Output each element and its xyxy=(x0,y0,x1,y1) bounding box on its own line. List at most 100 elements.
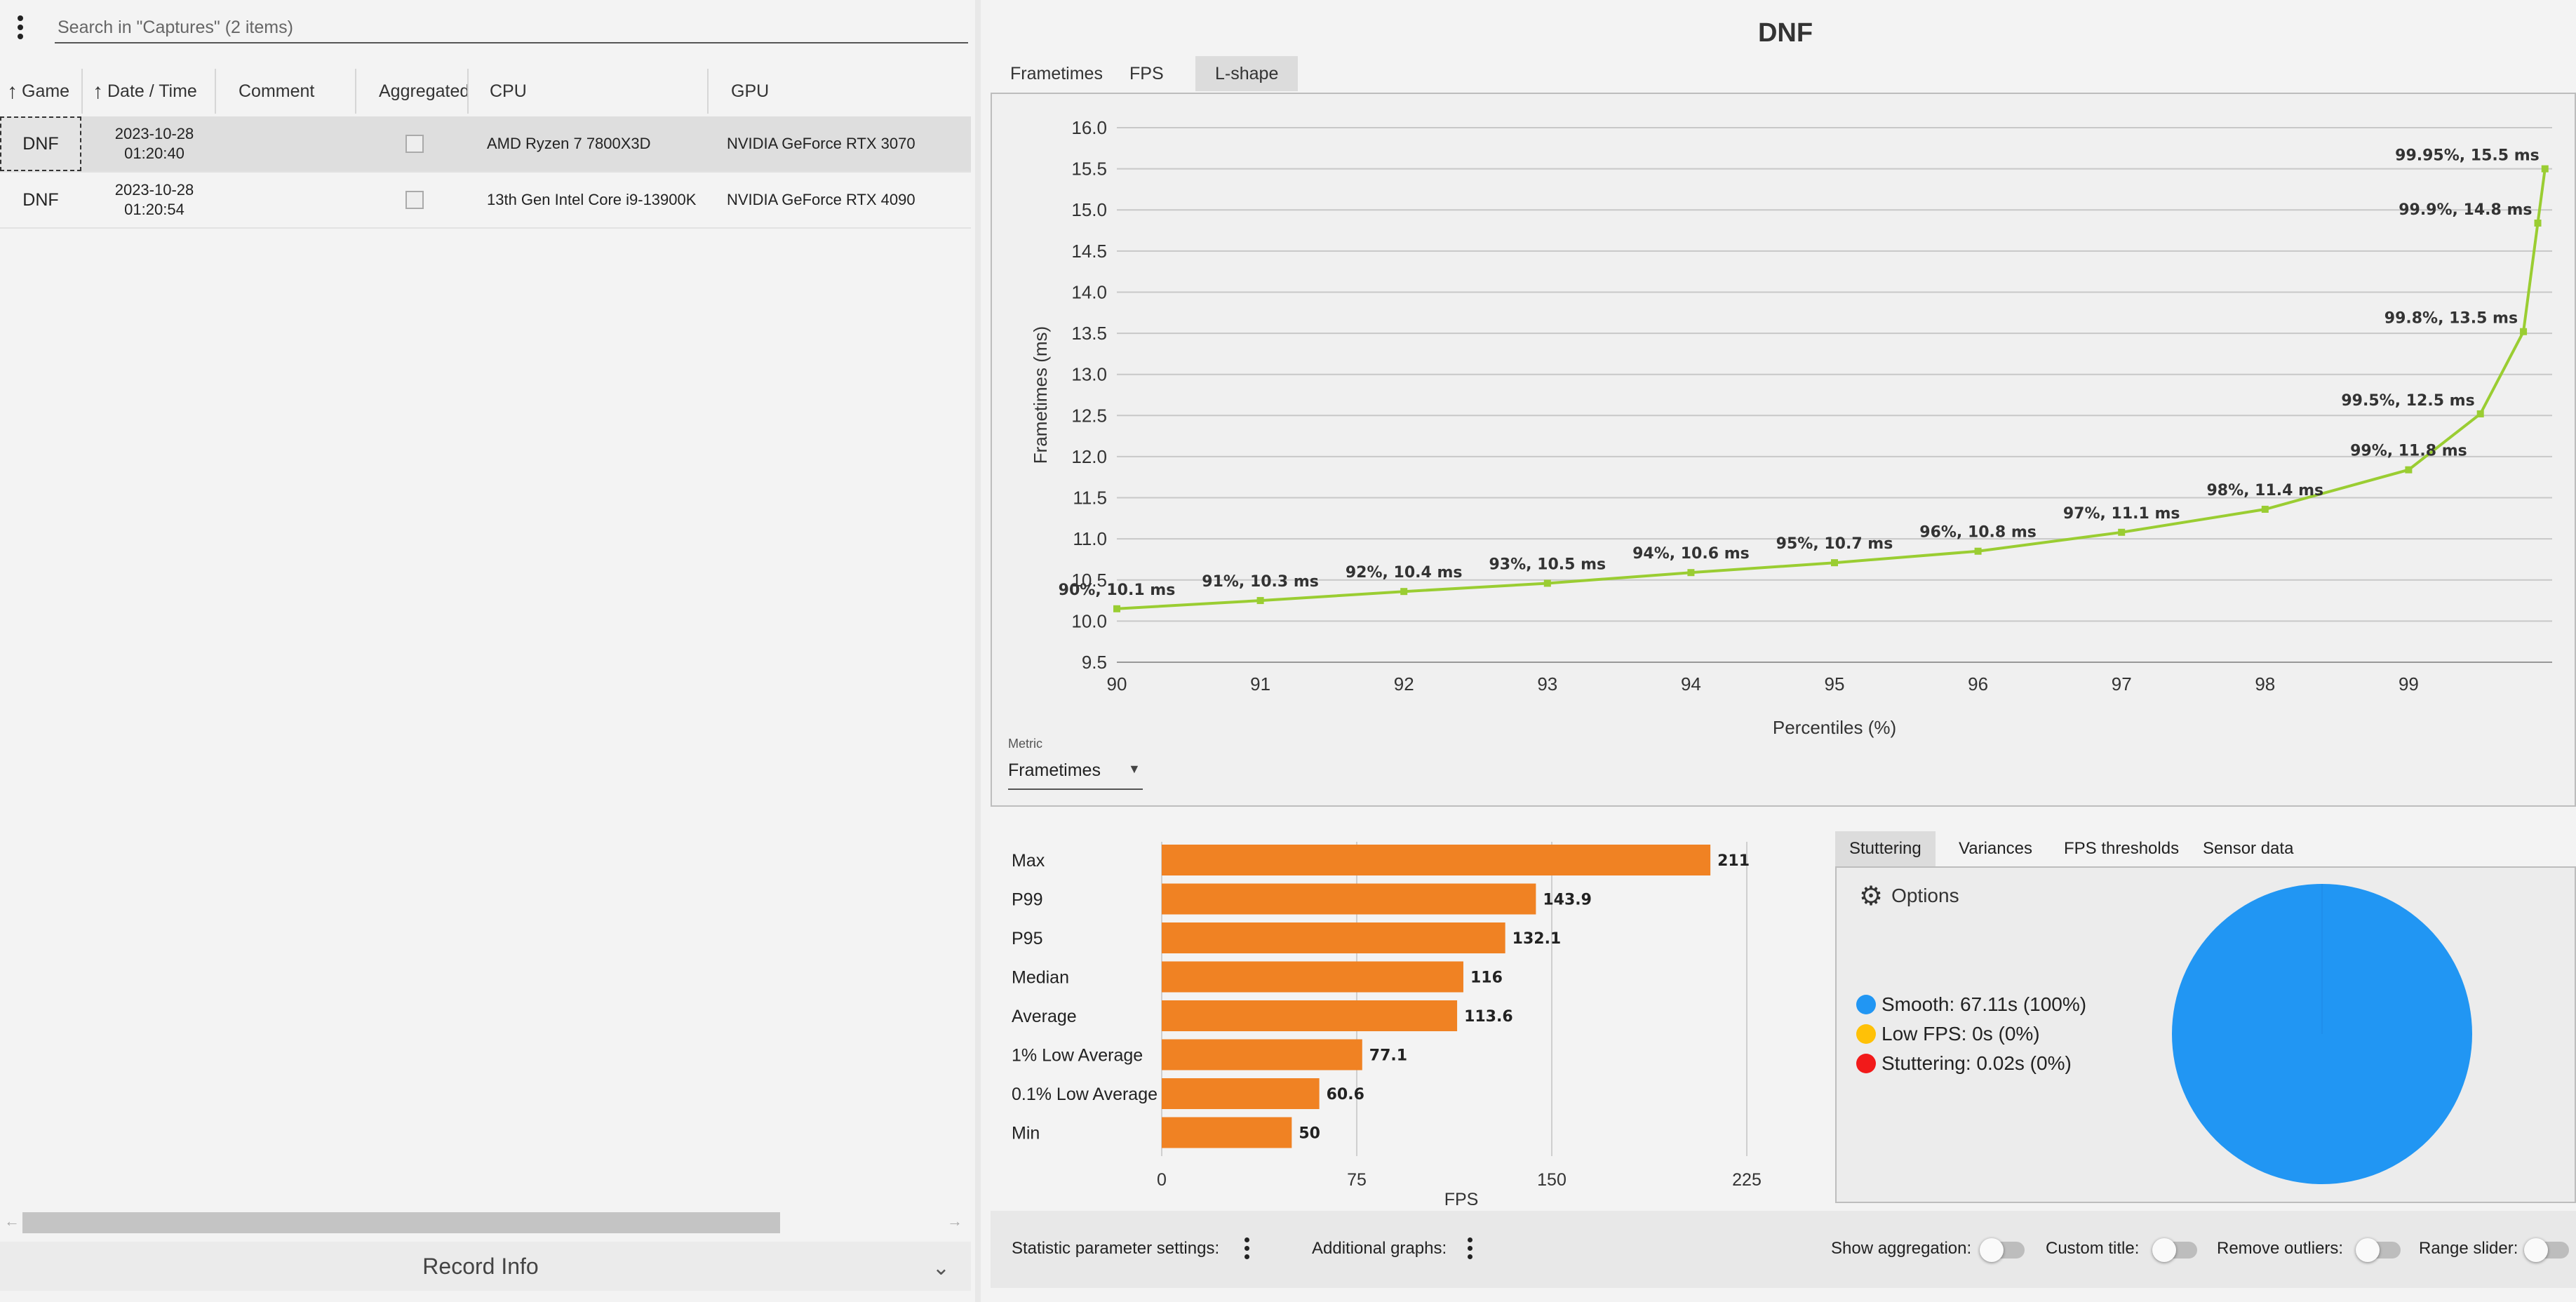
show-aggregation-toggle[interactable] xyxy=(1980,1238,2025,1262)
tab-frametimes[interactable]: Frametimes xyxy=(1010,64,1103,83)
bar-value-label: 77.1 xyxy=(1369,1047,1407,1065)
aggregated-checkbox[interactable] xyxy=(405,135,424,153)
data-label: 97%, 11.1 ms xyxy=(2063,505,2180,523)
column-header-date-time[interactable]: ↑ Date / Time xyxy=(93,69,197,114)
legend-dot xyxy=(1856,995,1876,1014)
category-label: Average xyxy=(1012,1007,1077,1026)
data-label: 93%, 10.5 ms xyxy=(1489,556,1606,573)
bar xyxy=(1162,883,1536,915)
column-header-cpu[interactable]: CPU xyxy=(490,81,527,101)
tab-stuttering[interactable]: Stuttering xyxy=(1835,831,1936,866)
y-tick-label: 15.5 xyxy=(1071,159,1107,180)
table-row[interactable]: DNF 2023-10-28 01:20:40 AMD Ryzen 7 7800… xyxy=(0,116,971,173)
cell-date-time: 2023-10-28 01:20:54 xyxy=(91,173,217,227)
data-point xyxy=(2520,328,2528,335)
cell-date: 2023-10-28 xyxy=(114,125,194,142)
additional-graphs-label: Additional graphs: xyxy=(1312,1239,1447,1258)
column-header-gpu[interactable]: GPU xyxy=(731,81,770,101)
options-button[interactable]: ⚙ Options xyxy=(1859,880,1959,912)
metric-dropdown[interactable]: Frametimes xyxy=(1008,756,1143,790)
cell-date-time: 2023-10-28 01:20:40 xyxy=(91,116,217,171)
bar-value-label: 211 xyxy=(1717,852,1750,870)
dropdown-arrow-icon[interactable]: ▼ xyxy=(1128,762,1141,776)
data-point xyxy=(2261,505,2269,513)
column-header-comment[interactable]: Comment xyxy=(239,81,315,101)
record-info-expander[interactable]: Record Info ⌄ xyxy=(0,1242,971,1291)
data-point xyxy=(1400,588,1408,596)
additional-graphs-icon[interactable] xyxy=(1468,1237,1473,1263)
series-line xyxy=(1116,168,2547,610)
bar xyxy=(1162,1039,1362,1071)
search-input[interactable]: Search in "Captures" (2 items) xyxy=(55,11,968,43)
column-separator[interactable] xyxy=(81,69,83,114)
custom-title-toggle[interactable] xyxy=(2152,1238,2197,1262)
chevron-down-icon: ⌄ xyxy=(932,1256,950,1280)
category-label: P99 xyxy=(1012,890,1042,910)
x-tick-label: 75 xyxy=(1347,1170,1367,1190)
x-tick-label: 91 xyxy=(1250,673,1270,694)
remove-outliers-toggle[interactable] xyxy=(2356,1238,2401,1262)
column-header-aggregated[interactable]: Aggregated xyxy=(379,81,470,101)
x-tick-label: 225 xyxy=(1732,1170,1762,1190)
column-separator[interactable] xyxy=(467,69,469,114)
column-header-game[interactable]: ↑ Game xyxy=(7,69,69,114)
custom-title-label: Custom title: xyxy=(2046,1239,2140,1258)
toggle-knob xyxy=(2356,1238,2380,1262)
sort-ascending-icon: ↑ xyxy=(7,80,18,104)
range-slider-toggle[interactable] xyxy=(2524,1238,2569,1262)
table-row[interactable]: DNF 2023-10-28 01:20:54 13th Gen Intel C… xyxy=(0,173,971,229)
bar-value-label: 116 xyxy=(1470,969,1503,987)
category-label: P95 xyxy=(1012,929,1042,948)
x-tick-label: 96 xyxy=(1968,673,1988,694)
bar-value-label: 50 xyxy=(1299,1125,1320,1143)
horizontal-scrollbar[interactable]: ← → xyxy=(0,1207,971,1237)
cell-gpu: NVIDIA GeForce RTX 3070 xyxy=(727,135,915,152)
legend-label: Stuttering: 0.02s (0%) xyxy=(1881,1052,2072,1074)
tab-fps-thresholds[interactable]: FPS thresholds xyxy=(2064,839,2180,858)
data-point xyxy=(1543,579,1551,587)
sort-ascending-icon: ↑ xyxy=(93,80,103,104)
cell-game[interactable]: DNF xyxy=(0,116,81,171)
aggregated-checkbox[interactable] xyxy=(405,191,424,209)
category-label: 1% Low Average xyxy=(1012,1046,1143,1066)
panel-divider[interactable] xyxy=(975,0,981,1302)
y-tick-label: 9.5 xyxy=(1082,652,1107,673)
cell-game[interactable]: DNF xyxy=(22,189,59,210)
tab-l-shape[interactable]: L-shape xyxy=(1195,56,1299,91)
tab-variances[interactable]: Variances xyxy=(1959,839,2032,858)
scrollbar-thumb[interactable] xyxy=(22,1212,780,1233)
data-label: 99.95%, 15.5 ms xyxy=(2395,147,2540,165)
statistic-parameter-settings-icon[interactable] xyxy=(1245,1237,1250,1263)
column-header-label: Date / Time xyxy=(107,81,197,101)
x-tick-label: 0 xyxy=(1157,1170,1167,1190)
statistics-bar-chart: 0 75 150 225 FPS Max 211 P99 143.9 P95 132.1 Median… xyxy=(1012,842,1762,1209)
legend-label: Low FPS: 0s (0%) xyxy=(1881,1023,2040,1045)
scroll-left-icon[interactable]: ← xyxy=(4,1212,20,1230)
legend-dot xyxy=(1856,1054,1876,1073)
x-axis-label: Percentiles (%) xyxy=(1773,717,1896,738)
x-tick-label: 150 xyxy=(1537,1170,1567,1190)
data-label: 96%, 10.8 ms xyxy=(1919,524,2037,542)
toggle-knob xyxy=(2152,1238,2176,1262)
more-options-icon[interactable] xyxy=(15,15,25,42)
scroll-right-icon[interactable]: → xyxy=(947,1212,962,1230)
cell-date: 2023-10-28 xyxy=(114,181,194,199)
tab-fps[interactable]: FPS xyxy=(1129,64,1164,83)
column-separator[interactable] xyxy=(355,69,356,114)
column-separator[interactable] xyxy=(707,69,709,114)
x-tick-label: 99 xyxy=(2399,673,2419,694)
column-separator[interactable] xyxy=(215,69,216,114)
range-slider-label: Range slider: xyxy=(2419,1239,2518,1258)
y-tick-label: 11.5 xyxy=(1073,488,1107,509)
x-tick-label: 92 xyxy=(1394,673,1414,694)
cell-cpu: 13th Gen Intel Core i9-13900K xyxy=(487,191,697,208)
cell-time: 01:20:40 xyxy=(124,145,185,162)
y-tick-label: 16.0 xyxy=(1071,117,1107,138)
tab-sensor-data[interactable]: Sensor data xyxy=(2203,839,2294,858)
data-label: 98%, 11.4 ms xyxy=(2206,482,2323,499)
legend-item-low-fps: Low FPS: 0s (0%) xyxy=(1856,1023,2040,1045)
y-tick-label: 14.5 xyxy=(1071,241,1107,262)
y-tick-label: 10.5 xyxy=(1071,570,1107,591)
bar xyxy=(1162,922,1505,953)
y-tick-label: 13.0 xyxy=(1071,364,1107,385)
